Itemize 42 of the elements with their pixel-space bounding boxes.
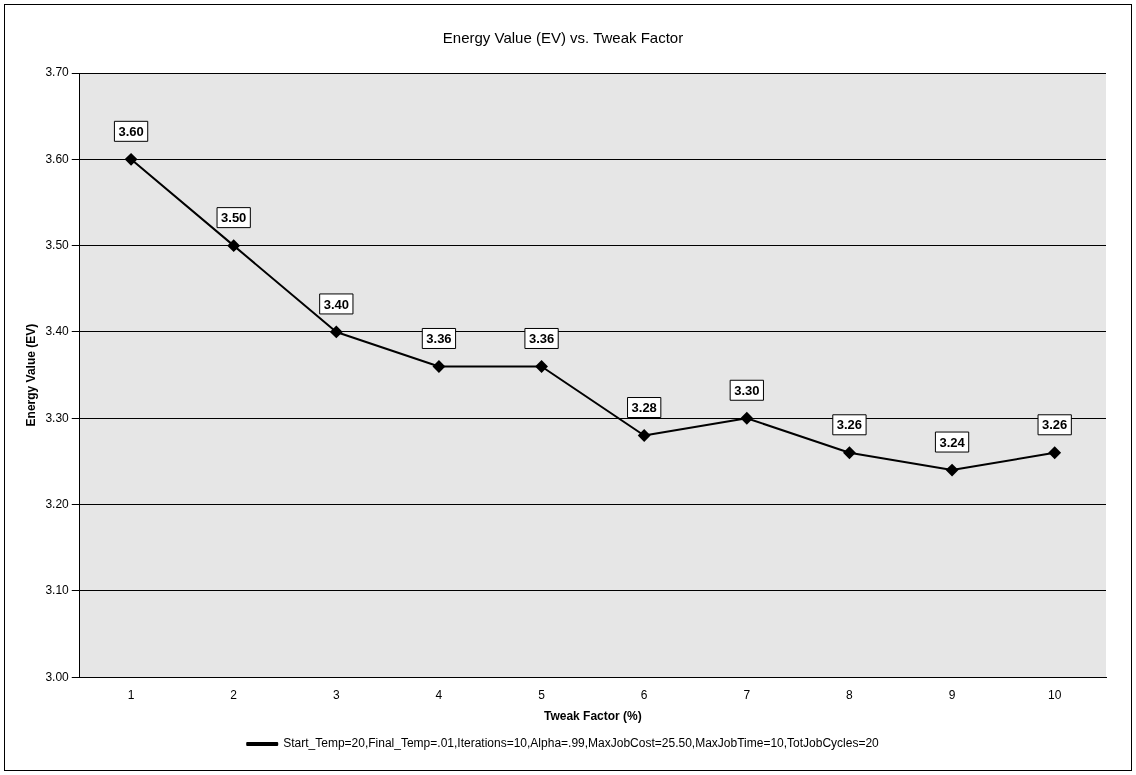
x-tick-label: 8	[846, 687, 854, 702]
y-axis-title: Energy Value (EV)	[23, 323, 38, 427]
y-tick-label: 3.30	[45, 410, 70, 425]
point	[843, 446, 856, 459]
x-tick-label: 5	[538, 687, 546, 702]
data-label: 3.36	[528, 331, 555, 347]
point	[535, 360, 548, 373]
y-tick-label: 3.40	[45, 324, 70, 339]
point	[638, 429, 651, 442]
point	[1048, 446, 1061, 459]
point	[227, 239, 240, 252]
x-tick-label: 1	[127, 687, 135, 702]
x-tick-label: 9	[948, 687, 956, 702]
x-axis-title: Tweak Factor (%)	[543, 709, 642, 724]
data-label: 3.28	[631, 400, 657, 416]
point	[125, 153, 138, 166]
x-tick-label: 2	[230, 687, 238, 702]
data-label: 3.26	[1042, 417, 1068, 433]
data-label: 3.36	[426, 331, 452, 347]
y-tick-label: 3.10	[45, 583, 70, 598]
point	[946, 464, 959, 477]
y-tick-label: 3.60	[45, 151, 70, 166]
data-label: 3.40	[323, 296, 349, 312]
x-tick-label: 10	[1048, 687, 1062, 702]
y-tick-label: 3.50	[45, 237, 70, 252]
data-label: 3.60	[118, 123, 144, 139]
y-tick-label: 3.00	[45, 669, 70, 684]
chart-title: Energy Value (EV) vs. Tweak Factor	[442, 29, 684, 47]
x-tick-label: 4	[435, 687, 443, 702]
x-tick-label: 3	[332, 687, 340, 702]
point	[330, 325, 343, 338]
legend-label: Start_Temp=20,Final_Temp=.01,Iterations=10,Alpha=.99,MaxJobCost=25.50,MaxJobTime=10,TotJobCycles=20	[283, 736, 880, 751]
point	[740, 412, 753, 425]
x-tick-label: 6	[640, 687, 648, 702]
x-tick-label: 7	[743, 687, 751, 702]
data-label: 3.30	[734, 382, 760, 398]
data-label: 3.26	[836, 417, 863, 433]
data-label: 3.24	[939, 434, 966, 450]
data-label: 3.50	[221, 210, 247, 226]
point	[432, 360, 445, 373]
y-tick-label: 3.20	[45, 496, 70, 511]
y-tick-label: 3.70	[45, 65, 70, 80]
